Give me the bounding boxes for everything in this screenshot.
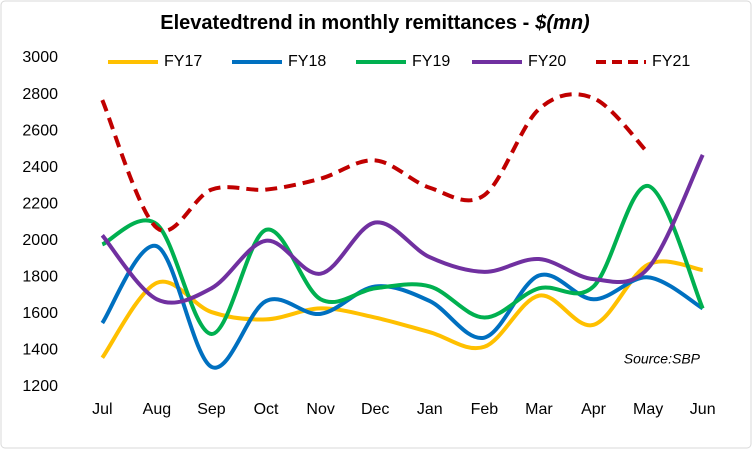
title-text: Elevatedtrend in monthly remittances -	[160, 12, 529, 34]
y-tick-label: 1400	[22, 342, 58, 359]
series-line	[101, 183, 705, 336]
y-tick-label: 2400	[22, 159, 58, 176]
legend-label: FY20	[528, 53, 566, 70]
legend-label: FY17	[164, 53, 202, 70]
y-tick-label: 2600	[22, 122, 58, 139]
title-unit: $(mn)	[534, 12, 590, 34]
y-tick-label: 2000	[22, 232, 58, 249]
source-note: Source:SBP	[624, 351, 701, 367]
x-tick-label: Jun	[690, 401, 716, 418]
x-tick-label: Oct	[254, 401, 279, 418]
series-line	[100, 154, 705, 305]
x-tick-label: Sep	[197, 401, 226, 418]
y-tick-label: 2200	[22, 195, 58, 212]
legend-label: FY21	[652, 53, 690, 70]
x-tick-label: Jan	[417, 401, 443, 418]
x-tick-label: Dec	[361, 401, 389, 418]
y-tick-label: 1600	[22, 305, 58, 322]
y-tick-label: 2800	[22, 86, 58, 103]
legend-label: FY19	[412, 53, 450, 70]
series-line	[100, 259, 704, 359]
x-tick-label: Mar	[525, 401, 553, 418]
legend-label: FY18	[288, 53, 326, 70]
series-line	[100, 92, 650, 233]
x-tick-label: Nov	[306, 401, 334, 418]
x-tick-label: Apr	[581, 401, 607, 418]
y-tick-label: 3000	[22, 49, 58, 66]
x-tick-label: Aug	[143, 401, 171, 418]
x-tick-label: May	[633, 401, 663, 418]
chart-title: Elevatedtrend in monthly remittances - $(…	[160, 12, 590, 34]
x-tick-label: Jul	[92, 401, 112, 418]
x-tick-label: Feb	[471, 401, 499, 418]
y-tick-label: 1800	[22, 269, 58, 286]
y-tick-label: 1200	[22, 378, 58, 395]
